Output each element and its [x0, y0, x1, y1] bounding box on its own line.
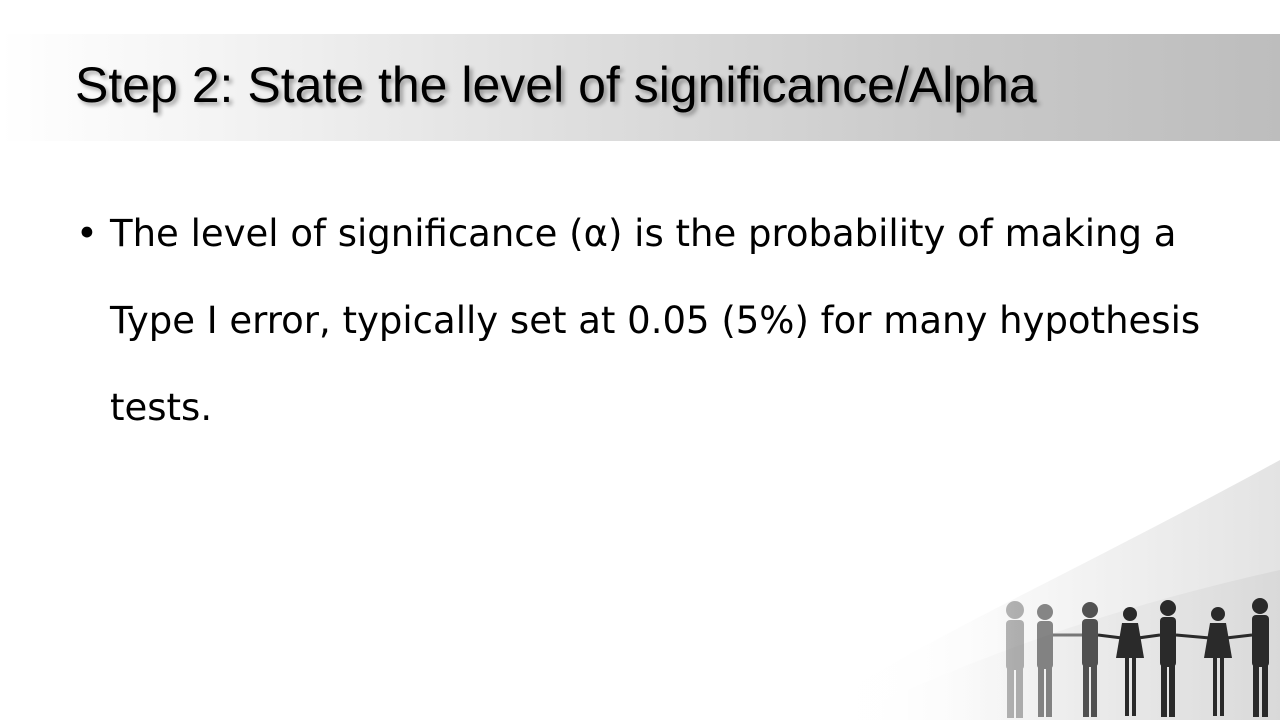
people-silhouette-decoration: [800, 460, 1280, 720]
bullet-text: The level of significance (α) is the pro…: [110, 212, 1201, 429]
slide-title: Step 2: State the level of significance/…: [75, 57, 1037, 113]
bullet-dot-icon: •: [76, 212, 98, 255]
bullet-item: • The level of significance (α) is the p…: [76, 190, 1226, 451]
bullet-list: • The level of significance (α) is the p…: [76, 190, 1226, 451]
title-band: [0, 34, 1280, 141]
content-area: • The level of significance (α) is the p…: [76, 190, 1226, 451]
